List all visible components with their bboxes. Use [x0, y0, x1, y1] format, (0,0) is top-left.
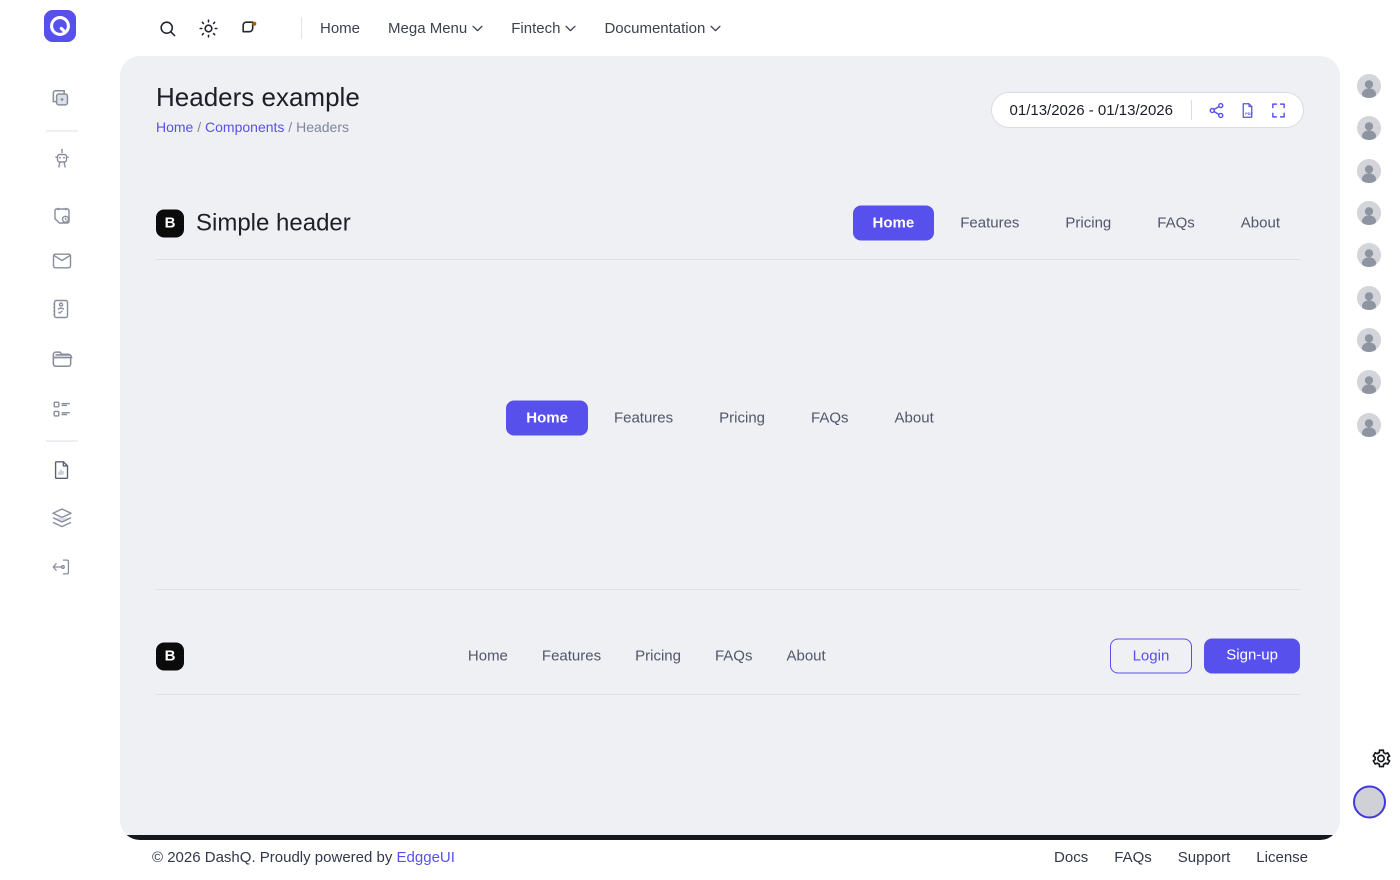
svg-text:PDF: PDF — [1245, 111, 1253, 115]
